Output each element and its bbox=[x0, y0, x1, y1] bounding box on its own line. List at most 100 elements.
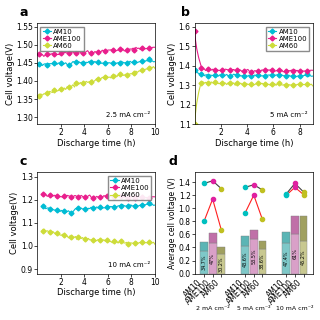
AM10 bbox=[109, 204, 113, 208]
AME100 bbox=[114, 49, 117, 53]
Y-axis label: Cell voltage(V): Cell voltage(V) bbox=[5, 43, 14, 105]
AM10 bbox=[148, 201, 151, 205]
AME100 bbox=[228, 68, 231, 72]
Text: 53.5%: 53.5% bbox=[251, 249, 256, 264]
AME100 bbox=[141, 46, 145, 50]
X-axis label: Discharge time (h): Discharge time (h) bbox=[214, 139, 293, 148]
Bar bbox=[259, 241, 266, 249]
AM10 bbox=[109, 61, 113, 65]
Bar bbox=[300, 241, 308, 274]
AM60 bbox=[112, 73, 116, 77]
Y-axis label: Cell voltage(V): Cell voltage(V) bbox=[168, 43, 177, 105]
AM60 bbox=[119, 239, 123, 243]
Bar bbox=[300, 216, 308, 241]
Line: AM60: AM60 bbox=[41, 228, 157, 246]
AM60 bbox=[193, 123, 197, 126]
AM10 bbox=[119, 204, 123, 208]
AM10 bbox=[114, 62, 117, 66]
Text: 47%: 47% bbox=[210, 253, 215, 264]
AM10 bbox=[142, 203, 146, 207]
Text: a: a bbox=[19, 6, 28, 19]
Text: 61%: 61% bbox=[292, 248, 297, 259]
Bar bbox=[241, 236, 249, 245]
Text: 2 mA cm⁻²: 2 mA cm⁻² bbox=[196, 306, 229, 311]
AM10 bbox=[252, 74, 255, 78]
AM60 bbox=[89, 80, 92, 84]
AME100 bbox=[142, 196, 146, 199]
Y-axis label: Cell voltage(V): Cell voltage(V) bbox=[10, 192, 19, 254]
AM10 bbox=[212, 74, 216, 77]
Bar bbox=[241, 245, 249, 274]
Line: AME100: AME100 bbox=[41, 192, 157, 201]
Bar bbox=[209, 243, 217, 274]
AM10 bbox=[118, 61, 122, 65]
AM10 bbox=[108, 61, 111, 65]
AM60 bbox=[213, 80, 217, 84]
AM60 bbox=[116, 72, 120, 76]
Legend: AM10, AME100, AM60: AM10, AME100, AM60 bbox=[266, 27, 309, 51]
AM10 bbox=[37, 62, 41, 66]
Line: AME100: AME100 bbox=[193, 29, 315, 74]
AME100 bbox=[41, 192, 45, 196]
AME100 bbox=[233, 68, 237, 72]
AM10 bbox=[41, 204, 45, 208]
AM60 bbox=[108, 75, 111, 79]
Bar bbox=[283, 232, 290, 243]
AME100 bbox=[252, 70, 255, 74]
AM60 bbox=[152, 65, 156, 68]
AME100 bbox=[42, 54, 46, 58]
AME100 bbox=[91, 196, 94, 199]
AM60 bbox=[115, 239, 119, 243]
AM60 bbox=[142, 241, 146, 245]
Bar bbox=[291, 234, 299, 274]
X-axis label: Discharge time (h): Discharge time (h) bbox=[57, 139, 135, 148]
AM10 bbox=[92, 206, 96, 210]
Bar bbox=[217, 254, 225, 274]
AM60 bbox=[140, 68, 144, 72]
AM60 bbox=[92, 237, 96, 241]
AME100 bbox=[193, 29, 197, 33]
AM10 bbox=[153, 203, 157, 207]
AM10 bbox=[311, 74, 315, 78]
AME100 bbox=[229, 70, 233, 74]
Bar bbox=[259, 249, 266, 274]
AM60 bbox=[199, 80, 203, 84]
AM60 bbox=[42, 227, 46, 231]
Bar bbox=[217, 247, 225, 254]
AME100 bbox=[108, 194, 111, 198]
AME100 bbox=[271, 70, 275, 74]
AME100 bbox=[119, 194, 123, 198]
AME100 bbox=[113, 197, 117, 201]
AM10 bbox=[153, 60, 157, 63]
AM60 bbox=[235, 81, 238, 84]
AM60 bbox=[153, 242, 157, 246]
AM10 bbox=[305, 72, 309, 76]
Line: AM60: AM60 bbox=[193, 80, 315, 126]
AM60 bbox=[109, 240, 113, 244]
Legend: AM10, AME100, AM60: AM10, AME100, AM60 bbox=[40, 27, 84, 51]
AME100 bbox=[109, 48, 113, 52]
AME100 bbox=[305, 69, 309, 73]
AM60 bbox=[110, 241, 114, 245]
AME100 bbox=[153, 195, 157, 199]
Line: AM10: AM10 bbox=[41, 201, 157, 214]
Bar bbox=[291, 216, 299, 234]
AM60 bbox=[305, 82, 309, 86]
Line: AM10: AM10 bbox=[38, 58, 157, 67]
AM10 bbox=[141, 59, 145, 63]
AM10 bbox=[294, 75, 298, 79]
AM10 bbox=[90, 60, 94, 64]
Bar bbox=[283, 243, 290, 274]
Text: 47.4%: 47.4% bbox=[284, 251, 289, 266]
AME100 bbox=[311, 68, 315, 72]
AME100 bbox=[90, 50, 94, 53]
Text: 10 mA cm⁻²: 10 mA cm⁻² bbox=[276, 306, 314, 311]
Legend: AM10, AME100, AM60: AM10, AME100, AM60 bbox=[108, 176, 151, 200]
AME100 bbox=[152, 45, 156, 49]
AM60 bbox=[311, 84, 315, 88]
Bar bbox=[200, 242, 208, 252]
AME100 bbox=[109, 194, 113, 198]
AM10 bbox=[233, 73, 237, 77]
AM10 bbox=[115, 205, 119, 209]
AM60 bbox=[230, 82, 234, 86]
